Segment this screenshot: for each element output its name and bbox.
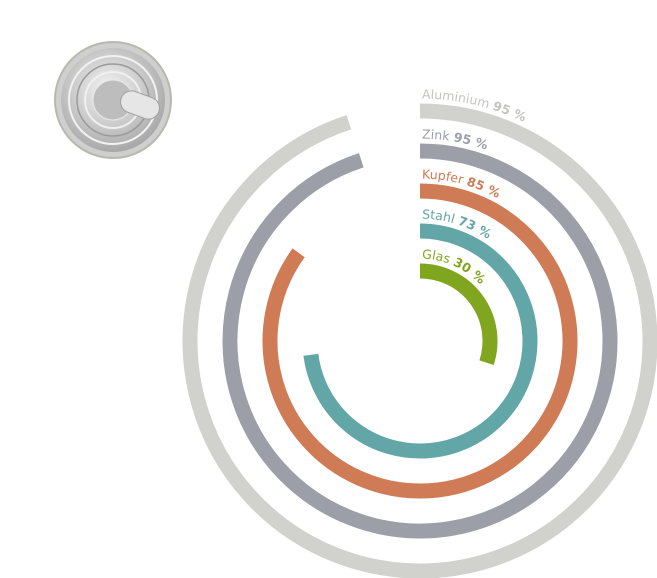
series-name: Stahl xyxy=(422,206,461,227)
series-name: Zink xyxy=(422,126,455,144)
ring-zink xyxy=(222,143,618,539)
tin-can-lid-icon xyxy=(54,41,172,159)
ring-aluminium xyxy=(182,103,657,578)
ring-kupfer xyxy=(262,183,578,499)
ring-stahl xyxy=(303,223,538,459)
ring-glas xyxy=(419,263,498,365)
